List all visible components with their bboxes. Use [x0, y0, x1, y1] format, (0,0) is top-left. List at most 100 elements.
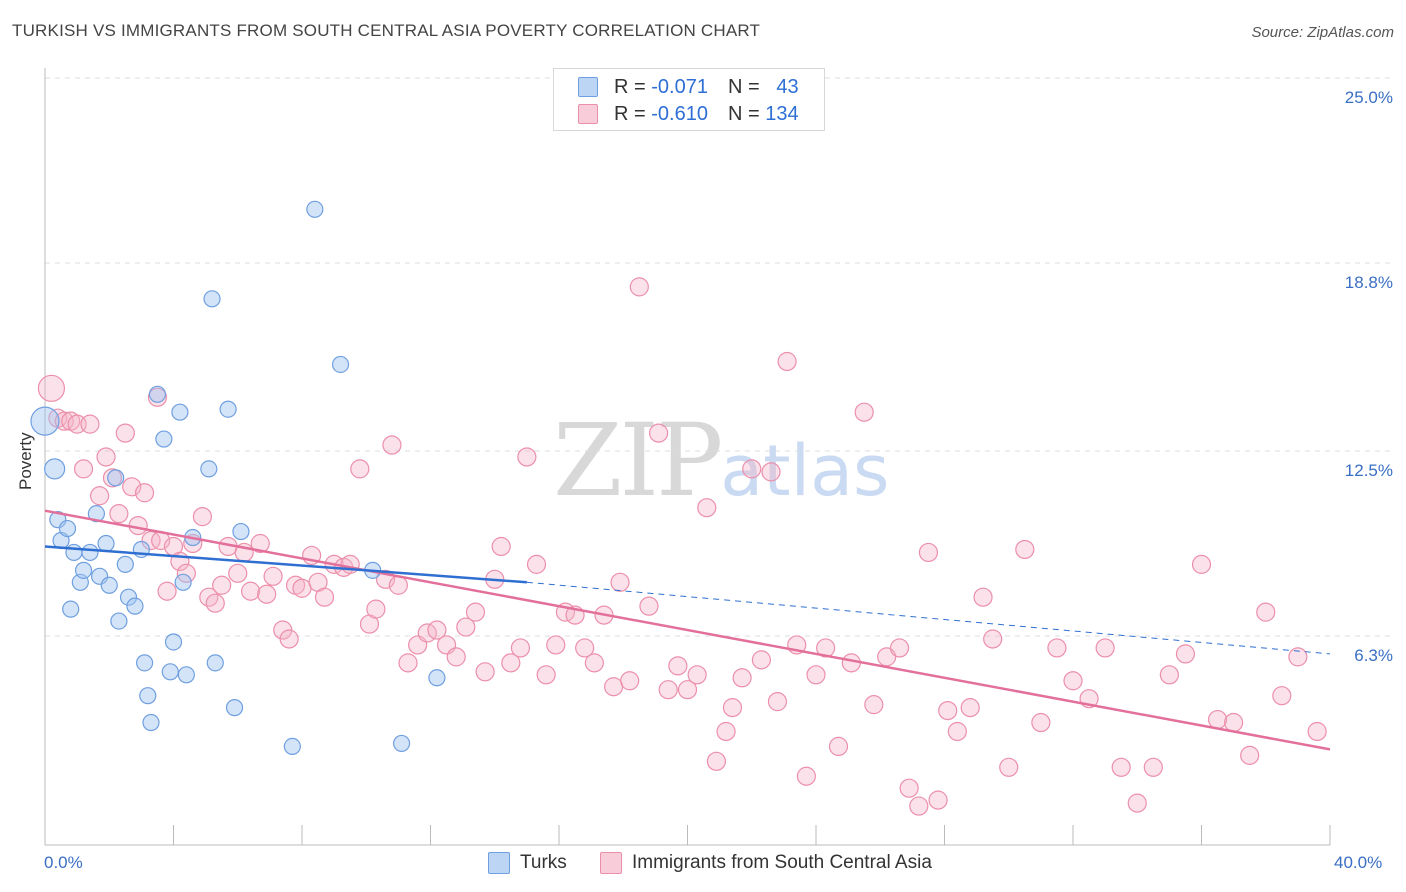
immigrants-point — [388, 575, 408, 595]
immigrants-point — [947, 721, 967, 742]
immigrants-point — [1240, 745, 1260, 765]
turks-point — [177, 666, 195, 684]
immigrants-point — [465, 602, 486, 622]
immigrants-point — [918, 542, 939, 563]
immigrants-point — [1191, 554, 1212, 574]
immigrants-point — [687, 665, 707, 685]
immigrants-point — [706, 751, 727, 771]
legend-row-immigrants: R = -0.610 N = 134 — [578, 103, 799, 125]
immigrants-point — [475, 662, 495, 682]
immigrants-point — [73, 459, 94, 479]
turks-point — [126, 597, 144, 615]
immigrants-point — [526, 554, 547, 574]
legend-n-label: N = — [727, 102, 760, 125]
turks-point — [164, 633, 183, 651]
immigrants-point — [228, 563, 248, 583]
immigrants-point — [722, 698, 743, 718]
turks-point — [116, 555, 134, 573]
watermark-zip: ZIP — [553, 402, 723, 519]
watermark: ZIPatlas — [553, 402, 889, 519]
turks-point — [232, 522, 250, 541]
immigrants-point — [1127, 793, 1147, 813]
immigrants-point — [796, 766, 816, 786]
series-swatch-immigrants — [600, 852, 622, 874]
immigrants-point — [629, 277, 649, 297]
immigrants-point — [37, 374, 66, 402]
immigrants-point — [1031, 712, 1051, 733]
immigrants-point — [677, 680, 698, 700]
immigrants-point — [501, 653, 521, 673]
turks-point — [139, 687, 157, 705]
immigrants-point — [973, 587, 993, 607]
watermark-atlas: atlas — [720, 430, 890, 512]
immigrants-point — [382, 435, 402, 455]
immigrants-point — [864, 695, 884, 715]
turks-point — [107, 469, 125, 487]
immigrants-point — [279, 629, 299, 649]
legend-r-label: R = — [614, 75, 646, 98]
turks-point — [206, 654, 224, 672]
immigrants-point — [398, 653, 418, 673]
turks-point — [428, 669, 446, 687]
turks-point — [392, 734, 411, 753]
immigrants-point — [751, 650, 771, 670]
immigrants-point — [639, 596, 659, 616]
turks-point — [171, 403, 189, 421]
immigrants-point — [620, 671, 640, 691]
immigrants-point — [241, 581, 261, 601]
immigrants-point — [648, 423, 669, 443]
immigrants-point — [192, 507, 213, 527]
immigrants-point — [134, 483, 155, 503]
series-label-turks: Turks — [520, 852, 567, 873]
turks-point — [87, 505, 106, 523]
turks-point — [225, 699, 244, 717]
immigrants-point — [999, 757, 1019, 777]
immigrants-point — [536, 665, 556, 685]
turks-point — [81, 543, 99, 562]
immigrants-point — [1207, 709, 1228, 730]
turks-point — [219, 400, 237, 418]
immigrants-point — [1288, 647, 1308, 667]
turks-point — [306, 200, 324, 218]
immigrants-point — [716, 721, 736, 742]
immigrants-point — [668, 656, 688, 676]
immigrants-point — [806, 665, 826, 685]
legend-swatch-turks — [578, 77, 598, 97]
series-swatch-turks — [488, 852, 510, 874]
y-tick-label: 25.0% — [1345, 88, 1393, 107]
turks-point — [30, 406, 60, 436]
turks-point — [161, 663, 179, 681]
series-label-immigrants: Immigrants from South Central Asia — [632, 852, 932, 873]
immigrants-point — [80, 414, 100, 434]
immigrants-point — [546, 635, 566, 655]
x-tick-min: 0.0% — [44, 853, 83, 872]
immigrants-point — [854, 402, 874, 422]
immigrants-point — [257, 584, 277, 604]
turks-point — [74, 561, 93, 579]
immigrants-point — [742, 459, 762, 479]
immigrants-point — [983, 629, 1003, 649]
immigrants-point — [899, 778, 919, 798]
immigrants-point — [427, 620, 447, 640]
series-legend-turks: Turks — [488, 852, 567, 874]
immigrants-point — [350, 459, 370, 479]
immigrants-point — [889, 638, 910, 658]
immigrants-point — [1095, 638, 1115, 658]
legend-n-value: 43 — [776, 75, 799, 98]
y-tick-label: 12.5% — [1345, 461, 1393, 480]
legend-n-value: 134 — [765, 102, 799, 125]
immigrants-point — [292, 578, 312, 598]
immigrants-point — [1256, 602, 1276, 622]
turks-point — [44, 458, 66, 480]
immigrants-point — [102, 468, 123, 488]
legend-r-value: -0.610 — [651, 102, 708, 125]
immigrants-point — [777, 351, 797, 372]
source-label: Source: ZipAtlas.com — [1251, 24, 1394, 41]
turks-point — [283, 737, 301, 756]
immigrants-point — [1272, 686, 1292, 706]
legend-row-turks: R = -0.071 N = 43 — [578, 76, 799, 98]
legend-swatch-immigrants — [578, 104, 598, 124]
immigrants-point — [446, 647, 466, 667]
immigrants-point — [1307, 721, 1327, 742]
